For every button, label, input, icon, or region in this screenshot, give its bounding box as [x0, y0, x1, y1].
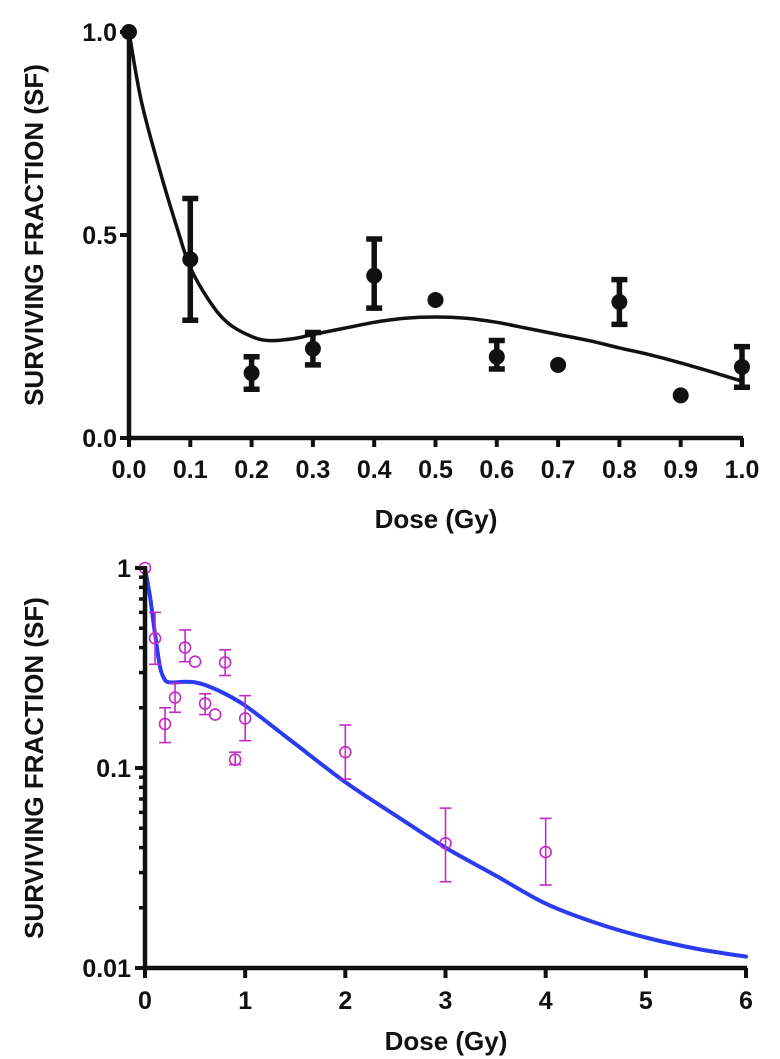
- data-point: [339, 724, 352, 780]
- x-tick-label: 2: [338, 987, 352, 1015]
- x-tick-label: 0.5: [418, 456, 453, 484]
- x-tick-label: 0.0: [112, 456, 147, 484]
- y-tick-label: 0.1: [96, 755, 131, 783]
- axes-layer: 0 1 2 3 4 5 6 0.01 0.1 1: [82, 555, 753, 1015]
- x-tick-label: 0.3: [296, 456, 331, 484]
- data-point: [488, 337, 505, 372]
- marker: [304, 340, 321, 357]
- marker: [182, 251, 199, 268]
- y-tick-label: 0.5: [82, 222, 117, 250]
- data-point: [243, 354, 260, 393]
- data-point: [178, 629, 192, 663]
- x-tick-label: 0.6: [479, 456, 514, 484]
- marker: [672, 387, 689, 404]
- marker: [488, 348, 505, 365]
- data-points-layer: [138, 561, 552, 886]
- data-point: [148, 611, 162, 666]
- x-tick-label: 0.2: [234, 456, 269, 484]
- x-tick-label: 3: [439, 987, 453, 1015]
- y-tick-label: 1: [117, 555, 131, 583]
- marker: [188, 655, 202, 669]
- marker: [427, 291, 444, 308]
- x-axis-title: Dose (Gy): [385, 1026, 508, 1056]
- chart-linear: 0.0 0.1 0.2 0.3 0.4 0.5 0.6 0.7 0.8 0.9 1.0 0.0 0.5 1…: [19, 19, 759, 534]
- chart-log: 0 1 2 3 4 5 6 0.01 0.1 1 Dose (Gy) SURVIVING FRAC…: [19, 555, 753, 1056]
- x-tick-label: 0.8: [602, 456, 637, 484]
- data-point: [611, 276, 628, 328]
- data-point: [439, 807, 452, 883]
- marker: [178, 641, 192, 654]
- data-point: [158, 706, 172, 744]
- x-tick-label: 0.4: [357, 456, 392, 484]
- marker: [208, 708, 222, 721]
- y-axis-title: SURVIVING FRACTION (SF): [19, 597, 49, 939]
- data-point: [539, 817, 552, 886]
- y-axis-title: SURVIVING FRACTION (SF): [19, 64, 49, 406]
- y-tick-label: 1.0: [82, 19, 117, 47]
- x-tick-label: 0.7: [541, 456, 576, 484]
- marker: [158, 717, 172, 731]
- data-point: [168, 682, 182, 714]
- fit-curve: [127, 30, 744, 383]
- data-point: [550, 356, 567, 373]
- data-point: [672, 387, 689, 404]
- x-tick-label: 0: [138, 987, 152, 1015]
- data-point: [208, 708, 222, 721]
- x-tick-label: 0.9: [663, 456, 698, 484]
- x-tick-label: 6: [739, 987, 753, 1015]
- marker: [218, 656, 232, 669]
- data-points-layer: [121, 24, 750, 404]
- marker: [366, 267, 383, 284]
- y-tick-label: 0.0: [82, 425, 117, 453]
- x-axis-title: Dose (Gy): [375, 504, 498, 534]
- data-point: [304, 329, 321, 368]
- x-tick-label: 1.0: [725, 456, 760, 484]
- marker: [243, 365, 260, 382]
- x-tick-label: 4: [539, 987, 553, 1015]
- marker: [539, 845, 552, 859]
- data-point: [734, 343, 750, 390]
- data-point: [188, 655, 202, 669]
- marker: [228, 753, 242, 767]
- marker: [238, 712, 252, 725]
- marker: [198, 697, 212, 710]
- data-point: [228, 751, 242, 767]
- data-point: [198, 692, 212, 716]
- marker: [148, 632, 162, 645]
- x-tick-label: 0.1: [173, 456, 208, 484]
- data-point: [427, 291, 444, 308]
- x-tick-label: 1: [238, 987, 252, 1015]
- marker: [439, 837, 452, 850]
- data-point: [366, 236, 383, 311]
- marker: [339, 745, 352, 759]
- x-tick-label: 5: [639, 987, 653, 1015]
- marker: [550, 356, 567, 373]
- fit-curve-layer: [127, 30, 744, 383]
- marker: [734, 358, 750, 375]
- data-point: [238, 694, 252, 742]
- y-tick-label: 0.01: [82, 955, 131, 983]
- marker: [611, 293, 628, 310]
- data-point: [218, 648, 232, 677]
- data-point: [182, 195, 199, 324]
- axes-layer: 0.0 0.1 0.2 0.3 0.4 0.5 0.6 0.7 0.8 0.9 1.0 0.0 0.5 1…: [82, 19, 759, 484]
- marker: [168, 691, 182, 704]
